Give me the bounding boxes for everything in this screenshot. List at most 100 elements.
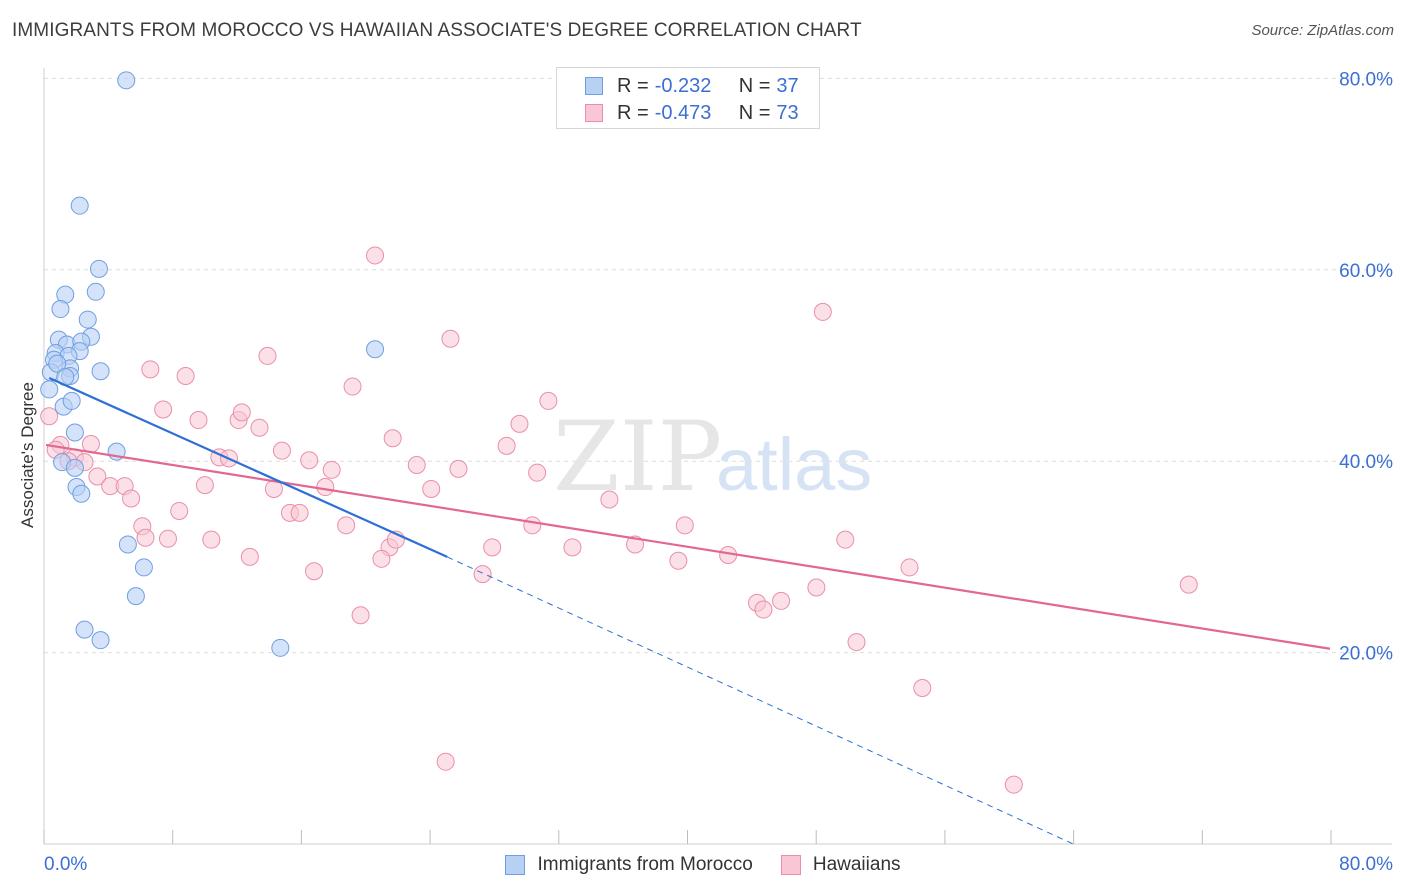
data-point-hawaiians [343,377,362,396]
legend-series: Immigrants from Morocco Hawaiians [0,851,1406,879]
y-tick-label: 20.0% [1339,644,1393,665]
data-point-hawaiians [300,451,319,470]
data-point-hawaiians [807,578,826,597]
data-point-morocco [65,423,84,442]
data-point-hawaiians [158,529,177,548]
data-point-hawaiians [88,467,107,486]
data-point-morocco [51,300,70,319]
watermark: ZIP atlas [553,401,872,513]
data-point-hawaiians [754,600,773,619]
trendline-morocco [48,376,448,558]
data-point-hawaiians [316,478,335,497]
legend-item-morocco[interactable]: Immigrants from Morocco [505,854,753,876]
data-point-hawaiians [195,476,214,495]
data-point-hawaiians [322,460,341,479]
legend-r-label: R = [617,74,649,97]
data-point-morocco [72,484,91,503]
legend-swatch-morocco [585,77,603,95]
data-point-morocco [70,196,89,215]
data-point-morocco [118,535,137,554]
y-tick-label: 40.0% [1339,452,1393,473]
x-tick-label: 80.0% [1339,854,1393,875]
data-point-hawaiians [422,479,441,498]
data-point-hawaiians [510,414,529,433]
legend-label-hawaiians: Hawaiians [812,854,901,875]
data-point-hawaiians [81,434,100,453]
data-point-hawaiians [202,530,221,549]
data-point-hawaiians [539,391,558,410]
legend-r-value: -0.232 [654,74,712,97]
legend-n-label: N = [738,74,771,97]
data-point-morocco [117,71,136,90]
data-point-hawaiians [240,547,259,566]
data-point-hawaiians [847,633,866,652]
legend-row-morocco: R = -0.232 N = 37 [557,72,799,100]
y-tick-label: 80.0% [1339,69,1393,90]
data-point-morocco [75,620,94,639]
data-point-morocco [78,310,97,329]
data-point-hawaiians [600,490,619,509]
trendlines [45,376,1331,845]
data-point-hawaiians [528,463,547,482]
legend-swatch-morocco [505,855,526,875]
data-point-hawaiians [290,503,309,522]
data-point-morocco [62,391,81,410]
legend-item-hawaiians[interactable]: Hawaiians [780,854,901,876]
grid-layer [44,77,1392,654]
data-point-morocco [91,631,110,650]
data-point-hawaiians [449,459,468,478]
data-point-morocco [91,362,110,381]
legend-n-label: N = [738,101,771,124]
data-point-hawaiians [669,551,688,570]
data-point-morocco [86,282,105,301]
data-point-hawaiians [900,558,919,577]
morocco-points [40,71,385,657]
data-point-morocco [48,354,67,373]
y-axis-label: Associate's Degree [18,382,37,528]
data-point-hawaiians [675,516,694,535]
data-point-hawaiians [1004,775,1023,794]
data-point-hawaiians [232,403,251,422]
data-point-hawaiians [563,538,582,557]
data-point-hawaiians [497,436,516,455]
x-tick-label: 0.0% [44,854,87,875]
data-point-morocco [366,340,385,359]
data-point-hawaiians [258,346,277,365]
legend-label-morocco: Immigrants from Morocco [537,854,753,875]
data-point-hawaiians [441,329,460,348]
trendline-hawaiians [45,443,1331,650]
watermark-zip: ZIP [553,401,722,513]
data-point-morocco [271,638,290,657]
data-point-morocco [134,558,153,577]
data-point-hawaiians [250,418,269,437]
legend-swatch-hawaiians [585,104,603,122]
data-point-hawaiians [523,516,542,535]
data-point-hawaiians [483,538,502,557]
data-point-hawaiians [1179,575,1198,594]
legend-n-value: 73 [776,101,799,124]
legend-swatch-hawaiians [780,855,801,875]
chart-title: IMMIGRANTS FROM MOROCCO VS HAWAIIAN ASSO… [12,20,862,41]
tick-labels: 20.0% 40.0% 60.0% 80.0% 0.0% 80.0% [44,69,1393,875]
data-point-hawaiians [366,246,385,265]
axis-layer [43,68,1392,845]
legend-stats: R = -0.232 N = 37 R = -0.473 N = 73 [556,67,820,129]
data-point-hawaiians [351,606,370,625]
data-point-hawaiians [436,752,455,771]
source-label: Source: ZipAtlas.com [1251,22,1394,39]
data-point-hawaiians [176,367,195,386]
data-point-morocco [89,259,108,278]
data-point-hawaiians [383,429,402,448]
data-point-hawaiians [473,565,492,584]
data-point-hawaiians [372,549,391,568]
data-point-hawaiians [305,562,324,581]
data-point-hawaiians [337,516,356,535]
legend-n-value: 37 [776,74,799,97]
data-point-hawaiians [407,456,426,475]
trendline-morocco-extension [447,556,1074,845]
data-point-hawaiians [836,530,855,549]
legend-r-label: R = [617,101,649,124]
data-point-hawaiians [189,411,208,430]
legend-row-hawaiians: R = -0.473 N = 73 [557,99,799,127]
